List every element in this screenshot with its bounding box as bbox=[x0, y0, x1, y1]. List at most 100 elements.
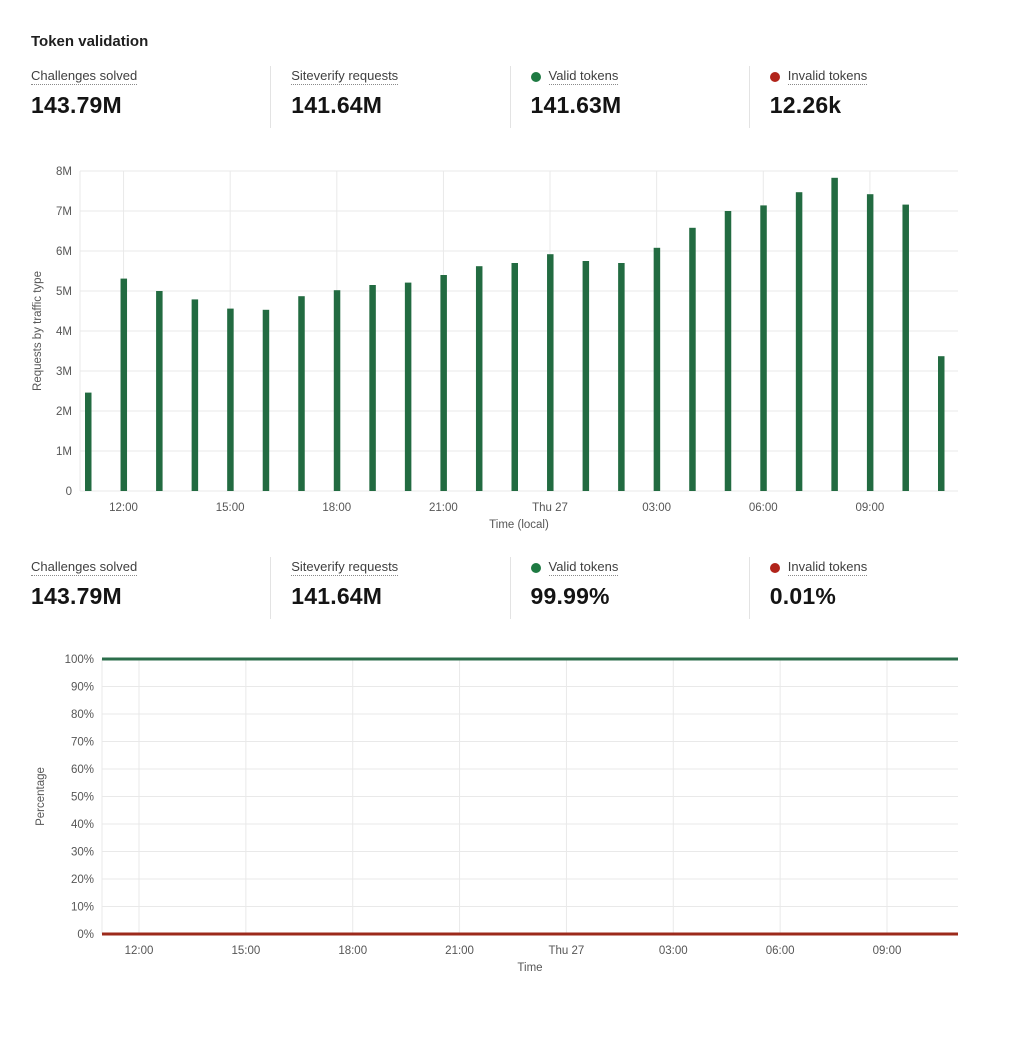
stat-siteverify-requests: Siteverify requests 141.64M bbox=[270, 557, 509, 619]
bar-23:00[interactable] bbox=[511, 263, 519, 491]
bar-03:00[interactable] bbox=[653, 247, 661, 491]
tick-label: 3M bbox=[56, 366, 72, 378]
bar-07:00[interactable] bbox=[795, 192, 803, 491]
tick-label: 7M bbox=[56, 206, 72, 218]
tick-label: 21:00 bbox=[429, 502, 458, 514]
tick-label: 15:00 bbox=[231, 945, 260, 957]
stat-invalid-tokens-percent: Invalid tokens 0.01% bbox=[748, 557, 988, 619]
stat-value: 141.63M bbox=[530, 92, 622, 118]
stat-label[interactable]: Siteverify requests bbox=[291, 559, 399, 576]
stat-valid-tokens: Valid tokens 141.63M bbox=[509, 66, 749, 128]
stat-challenges-solved: Challenges solved 143.79M bbox=[31, 557, 270, 619]
tick-label: 50% bbox=[71, 792, 94, 804]
stats-row-percentages: Challenges solved 143.79M Siteverify req… bbox=[31, 557, 988, 619]
tick-label: 4M bbox=[56, 326, 72, 338]
bar-18:00[interactable] bbox=[333, 290, 341, 491]
bar-05:00[interactable] bbox=[724, 211, 732, 491]
tick-label: 09:00 bbox=[856, 502, 885, 514]
requests-by-traffic-type-chart: 0 1M 2M 3M 4M 5M 6M 7M 8M 12:00 15:00 18:00 21:00 Thu… bbox=[31, 156, 988, 541]
bar-15:00[interactable] bbox=[227, 308, 234, 491]
tick-label: 03:00 bbox=[642, 502, 671, 514]
tick-label: 100% bbox=[65, 654, 94, 666]
tick-label: 60% bbox=[71, 764, 94, 776]
tick-label: 8M bbox=[56, 166, 72, 178]
bar-21:00[interactable] bbox=[440, 275, 447, 491]
bar-08:00[interactable] bbox=[831, 177, 838, 492]
bar-chart-svg: 0 1M 2M 3M 4M 5M 6M 7M 8M 12:00 15:00 18:00 21:00 Thu… bbox=[32, 166, 958, 531]
bar-17:00[interactable] bbox=[298, 296, 305, 491]
tick-label: 0 bbox=[66, 486, 72, 498]
tick-label: Thu 27 bbox=[549, 945, 585, 957]
tick-label: 06:00 bbox=[749, 502, 778, 514]
bar-14:00[interactable] bbox=[191, 299, 199, 491]
bar-19:00[interactable] bbox=[369, 285, 376, 491]
invalid-tokens-dot-icon bbox=[769, 71, 780, 82]
bar-22:00[interactable] bbox=[475, 266, 483, 491]
page-title: Token validation bbox=[31, 33, 149, 50]
stat-value: 99.99% bbox=[530, 583, 610, 609]
stat-valid-tokens-percent: Valid tokens 99.99% bbox=[509, 557, 749, 619]
stat-label[interactable]: Siteverify requests bbox=[291, 68, 399, 85]
bar-20:00[interactable] bbox=[404, 282, 412, 491]
stat-challenges-solved: Challenges solved 143.79M bbox=[31, 66, 270, 128]
stat-label[interactable]: Valid tokens bbox=[548, 68, 619, 85]
stat-value: 143.79M bbox=[31, 583, 122, 609]
bar-02:00[interactable] bbox=[618, 263, 625, 491]
line-chart-svg: 0% 10% 20% 30% 40% 50% 60% 70% 80% 90% 100% 12:00 15… bbox=[35, 654, 958, 974]
tick-label: 15:00 bbox=[216, 502, 245, 514]
bar-11:00[interactable] bbox=[85, 392, 92, 491]
bar-11:00[interactable] bbox=[938, 356, 945, 491]
bar-Thu 27[interactable] bbox=[547, 254, 554, 491]
invalid-tokens-dot-icon bbox=[769, 562, 780, 573]
tick-label: 0% bbox=[77, 929, 94, 941]
tick-label: 80% bbox=[71, 709, 94, 721]
tick-label: 12:00 bbox=[109, 502, 138, 514]
x-axis-title: Time bbox=[517, 962, 542, 974]
tick-label: 20% bbox=[71, 874, 94, 886]
tick-label: 21:00 bbox=[445, 945, 474, 957]
tick-label: 09:00 bbox=[873, 945, 902, 957]
x-axis-title: Time (local) bbox=[489, 519, 549, 531]
bar-10:00[interactable] bbox=[902, 204, 909, 491]
tick-label: 5M bbox=[56, 286, 72, 298]
stat-value: 12.26k bbox=[769, 92, 842, 118]
tick-label: 03:00 bbox=[659, 945, 688, 957]
tick-label: 90% bbox=[71, 682, 94, 694]
stat-label[interactable]: Challenges solved bbox=[31, 559, 138, 576]
token-validation-panel: Token validation Challenges solved 143.7… bbox=[0, 33, 1019, 986]
bar-06:00[interactable] bbox=[760, 205, 767, 491]
tick-label: 6M bbox=[56, 246, 72, 258]
y-axis-title: Percentage bbox=[35, 767, 47, 826]
stat-invalid-tokens: Invalid tokens 12.26k bbox=[748, 66, 988, 128]
bar-01:00[interactable] bbox=[582, 261, 590, 491]
tick-label: 1M bbox=[56, 446, 72, 458]
tick-label: 18:00 bbox=[338, 945, 367, 957]
tick-label: Thu 27 bbox=[532, 502, 568, 514]
tick-label: 40% bbox=[71, 819, 94, 831]
bar-04:00[interactable] bbox=[689, 227, 696, 492]
y-axis-title: Requests by traffic type bbox=[32, 271, 44, 391]
tick-label: 12:00 bbox=[125, 945, 154, 957]
stat-label[interactable]: Invalid tokens bbox=[787, 559, 868, 576]
bar-13:00[interactable] bbox=[156, 291, 163, 491]
percentage-line-chart: 0% 10% 20% 30% 40% 50% 60% 70% 80% 90% 100% 12:00 15… bbox=[31, 641, 988, 986]
stats-row-requests: Challenges solved 143.79M Siteverify req… bbox=[31, 66, 988, 128]
tick-label: 30% bbox=[71, 847, 94, 859]
tick-label: 70% bbox=[71, 737, 94, 749]
valid-tokens-dot-icon bbox=[530, 562, 541, 573]
tick-label: 06:00 bbox=[766, 945, 795, 957]
stat-value: 143.79M bbox=[31, 92, 122, 118]
bar-12:00[interactable] bbox=[120, 278, 128, 491]
stat-value: 141.64M bbox=[291, 92, 383, 118]
bar-09:00[interactable] bbox=[866, 194, 874, 491]
stat-label[interactable]: Challenges solved bbox=[31, 68, 138, 85]
stat-label[interactable]: Invalid tokens bbox=[787, 68, 868, 85]
stat-value: 141.64M bbox=[291, 583, 383, 609]
tick-label: 10% bbox=[71, 902, 94, 914]
stat-value: 0.01% bbox=[769, 583, 836, 609]
stat-label[interactable]: Valid tokens bbox=[548, 559, 619, 576]
bar-16:00[interactable] bbox=[262, 309, 270, 491]
tick-label: 2M bbox=[56, 406, 72, 418]
tick-label: 18:00 bbox=[322, 502, 351, 514]
valid-tokens-dot-icon bbox=[530, 71, 541, 82]
